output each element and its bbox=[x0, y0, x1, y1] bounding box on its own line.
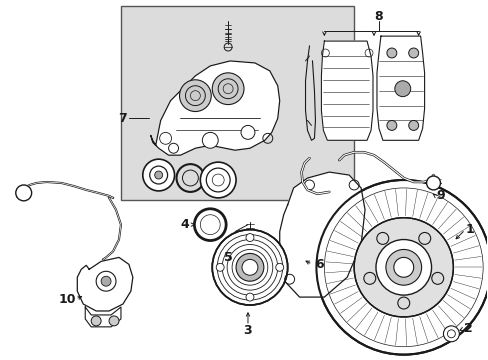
Circle shape bbox=[154, 171, 163, 179]
Circle shape bbox=[418, 233, 430, 244]
Circle shape bbox=[376, 233, 388, 244]
Text: 10: 10 bbox=[59, 293, 76, 306]
Polygon shape bbox=[77, 257, 133, 311]
Circle shape bbox=[179, 80, 211, 112]
Bar bbox=[121, 6, 353, 200]
Text: 7: 7 bbox=[118, 112, 127, 125]
Polygon shape bbox=[321, 41, 372, 140]
Text: 4: 4 bbox=[180, 218, 188, 231]
Circle shape bbox=[109, 316, 119, 326]
Circle shape bbox=[275, 264, 283, 271]
Circle shape bbox=[386, 121, 396, 130]
Circle shape bbox=[426, 176, 440, 190]
Circle shape bbox=[91, 316, 101, 326]
Circle shape bbox=[394, 81, 410, 96]
Circle shape bbox=[212, 73, 244, 105]
Polygon shape bbox=[150, 61, 279, 155]
Circle shape bbox=[216, 264, 224, 271]
Polygon shape bbox=[279, 172, 365, 297]
Circle shape bbox=[142, 159, 174, 191]
Circle shape bbox=[241, 125, 254, 139]
Text: 8: 8 bbox=[374, 10, 383, 23]
Circle shape bbox=[393, 257, 413, 277]
Circle shape bbox=[443, 326, 458, 342]
Circle shape bbox=[375, 239, 431, 295]
Text: 3: 3 bbox=[243, 324, 252, 337]
Circle shape bbox=[397, 297, 409, 309]
Circle shape bbox=[408, 121, 418, 130]
Circle shape bbox=[316, 180, 488, 355]
Circle shape bbox=[200, 162, 236, 198]
Text: 1: 1 bbox=[465, 223, 474, 236]
Circle shape bbox=[408, 48, 418, 58]
Text: 6: 6 bbox=[314, 258, 323, 271]
Circle shape bbox=[242, 260, 257, 275]
Circle shape bbox=[245, 293, 253, 301]
Circle shape bbox=[160, 132, 171, 144]
Text: 9: 9 bbox=[435, 189, 444, 202]
Text: 5: 5 bbox=[224, 251, 232, 264]
Circle shape bbox=[245, 234, 253, 242]
Circle shape bbox=[385, 249, 421, 285]
Circle shape bbox=[202, 132, 218, 148]
Circle shape bbox=[212, 230, 287, 305]
Circle shape bbox=[16, 185, 32, 201]
Circle shape bbox=[386, 48, 396, 58]
Circle shape bbox=[363, 273, 375, 284]
Polygon shape bbox=[85, 307, 121, 327]
Circle shape bbox=[236, 253, 264, 281]
Polygon shape bbox=[376, 36, 424, 140]
Circle shape bbox=[101, 276, 111, 286]
Text: 2: 2 bbox=[463, 322, 472, 336]
Circle shape bbox=[353, 218, 452, 317]
Circle shape bbox=[431, 273, 443, 284]
